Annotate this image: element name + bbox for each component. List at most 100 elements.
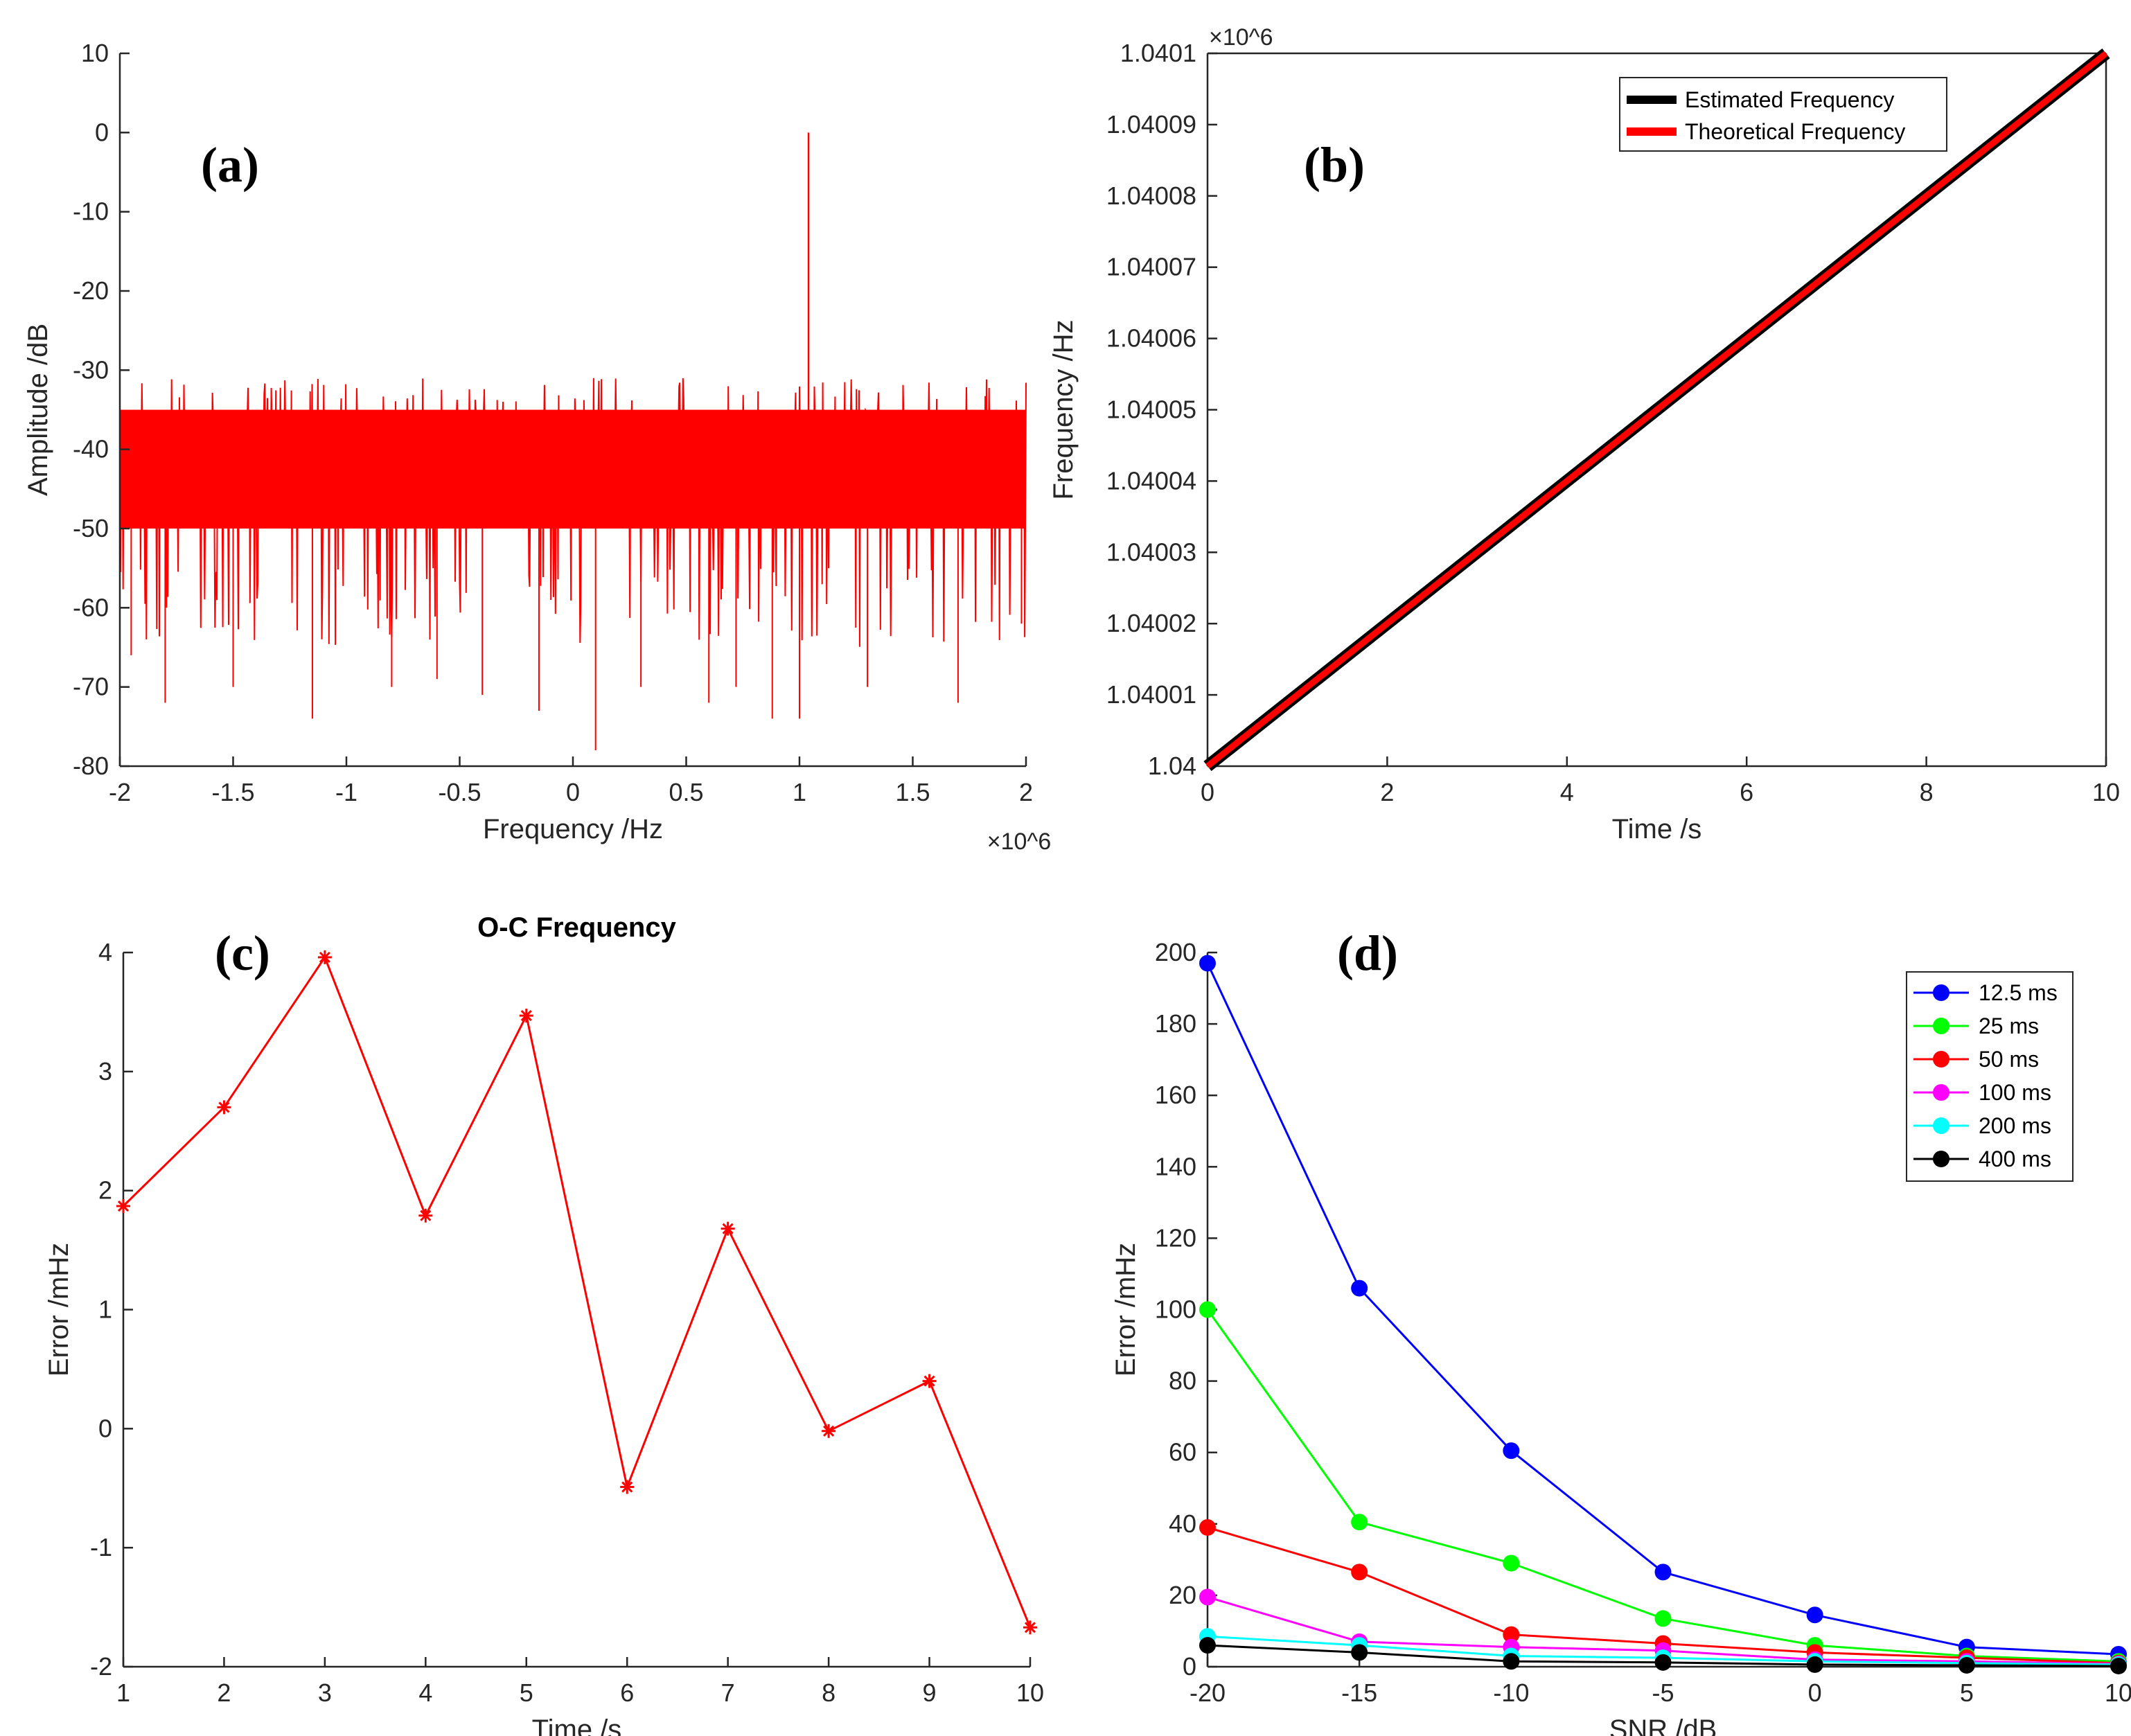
oc-data-point xyxy=(922,1374,937,1388)
spectrum-noise-band xyxy=(121,409,1026,529)
y-tick-label: 1.04005 xyxy=(1106,396,1196,424)
oc-data-point xyxy=(418,1208,433,1223)
data-point xyxy=(1199,1301,1216,1318)
oc-data-point xyxy=(519,1009,533,1023)
x-tick-label: 2 xyxy=(1019,778,1033,806)
y-tick-label: -2 xyxy=(90,1652,112,1681)
oc-data-point xyxy=(217,1100,231,1115)
asterisk-stroke xyxy=(117,1200,130,1212)
data-point xyxy=(1199,1637,1216,1654)
x-axis-label: Time /s xyxy=(532,1715,622,1736)
legend-label: Theoretical Frequency xyxy=(1685,119,1905,144)
data-point xyxy=(1503,1653,1520,1670)
x-tick-label: 4 xyxy=(1560,778,1574,806)
y-tick-label: 200 xyxy=(1155,938,1196,966)
legend: Estimated Frequency Theoretical Frequency xyxy=(1619,77,1947,152)
y-tick-label: 1.04003 xyxy=(1106,538,1196,566)
y-tick-label: 1.04009 xyxy=(1106,110,1196,139)
panel-label: (d) xyxy=(1337,925,1398,981)
asterisk-stroke xyxy=(1024,1622,1036,1633)
y-tick-label: -80 xyxy=(73,752,109,780)
x-tick-label: 9 xyxy=(923,1679,937,1707)
y-tick-label: 100 xyxy=(1155,1295,1196,1324)
x-tick-label: 0.5 xyxy=(669,778,703,806)
y-axis-label: Error /mHz xyxy=(1111,1243,1141,1376)
y-axis-label: Amplitude /dB xyxy=(23,324,53,496)
legend-swatch-marker xyxy=(1933,1151,1949,1167)
data-point xyxy=(1654,1564,1672,1581)
x-axis-label: Time /s xyxy=(1612,814,1702,844)
legend-swatch-marker xyxy=(1933,1117,1949,1134)
asterisk-stroke xyxy=(218,1101,230,1113)
x-tick-label: -1 xyxy=(335,778,357,806)
legend-label: Estimated Frequency xyxy=(1685,87,1894,112)
chart-title: O-C Frequency xyxy=(477,912,676,943)
data-point xyxy=(1199,1518,1216,1536)
x-tick-label: 8 xyxy=(1920,778,1934,806)
x-tick-label: 5 xyxy=(1960,1679,1974,1707)
y-tick-label: 1.04007 xyxy=(1106,253,1196,281)
data-point xyxy=(1503,1442,1520,1460)
x-tick-label: 10 xyxy=(1016,1679,1044,1707)
x-tick-label: 8 xyxy=(822,1679,835,1707)
legend-swatch-marker xyxy=(1933,984,1949,1001)
y-axis-label: Frequency /Hz xyxy=(1048,319,1079,499)
asterisk-stroke xyxy=(621,1481,633,1493)
data-point xyxy=(2110,1657,2127,1674)
x-axis-label: SNR /dB xyxy=(1609,1715,1717,1736)
legend-label: 50 ms xyxy=(1979,1047,2039,1072)
oc-data-point xyxy=(1023,1620,1037,1635)
data-point xyxy=(1503,1555,1520,1572)
legend-box xyxy=(1619,77,1947,152)
y-tick-label: 1.04 xyxy=(1148,752,1196,780)
y-tick-label: 1.04001 xyxy=(1106,680,1196,709)
y-tick-label: 0 xyxy=(98,1414,112,1442)
x-tick-label: -1.5 xyxy=(211,778,254,806)
legend-swatch-marker xyxy=(1933,1051,1949,1068)
y-tick-label: 140 xyxy=(1155,1152,1196,1180)
y-tick-label: 1.0401 xyxy=(1120,39,1196,67)
legend-label: 100 ms xyxy=(1979,1080,2051,1105)
y-tick-label: -60 xyxy=(73,593,109,621)
data-point xyxy=(1806,1656,1823,1673)
y-tick-label: -50 xyxy=(73,514,109,542)
chart-b: 0 2 4 6 8 10 1.04 1.04001 1.04002 1.04003 1.04004 1… xyxy=(1048,24,2120,844)
oc-data-point xyxy=(620,1480,635,1494)
oc-data-point xyxy=(116,1199,130,1214)
y-tick-label: 4 xyxy=(98,938,112,966)
y-tick-label: -70 xyxy=(73,673,109,701)
chart-d: -20 -15 -10 -5 0 5 102001801601401201008060402… xyxy=(1111,925,2131,1736)
y-tick-label: -40 xyxy=(73,435,109,463)
y-tick-label: 0 xyxy=(1183,1652,1196,1681)
legend-swatch-marker xyxy=(1933,1084,1949,1101)
oc-data-point xyxy=(822,1424,836,1438)
x-tick-label: -5 xyxy=(1652,1679,1674,1707)
y-tick-label: 1.04002 xyxy=(1106,609,1196,637)
y-tick-label: 20 xyxy=(1169,1581,1196,1609)
x-tick-label: -15 xyxy=(1341,1679,1377,1707)
x-tick-label: 10 xyxy=(2092,778,2120,806)
y-tick-label: 10 xyxy=(81,39,109,67)
x-tick-label: -10 xyxy=(1493,1679,1529,1707)
oc-data-point xyxy=(317,950,332,964)
y-tick-label: 2 xyxy=(98,1176,112,1205)
asterisk-stroke xyxy=(420,1210,432,1221)
y-tick-label: -1 xyxy=(90,1533,112,1561)
x-tick-label: 3 xyxy=(318,1679,332,1707)
x-tick-label: 1 xyxy=(793,778,806,806)
x-axis-label: Frequency /Hz xyxy=(483,814,663,844)
x-tick-label: 1 xyxy=(116,1679,130,1707)
asterisk-stroke xyxy=(520,1010,532,1022)
x-tick-label: 0 xyxy=(1201,778,1214,806)
legend-label: 400 ms xyxy=(1979,1146,2051,1171)
data-point xyxy=(1503,1626,1520,1643)
y-tick-label: 1 xyxy=(98,1295,112,1324)
x-tick-label: 6 xyxy=(1740,778,1753,806)
data-point xyxy=(1806,1606,1823,1624)
panel-label: (c) xyxy=(215,925,270,981)
asterisk-stroke xyxy=(823,1425,835,1437)
y-tick-label: 1.04008 xyxy=(1106,181,1196,210)
y-tick-label: -20 xyxy=(73,276,109,305)
x-tick-label: 0 xyxy=(566,778,580,806)
